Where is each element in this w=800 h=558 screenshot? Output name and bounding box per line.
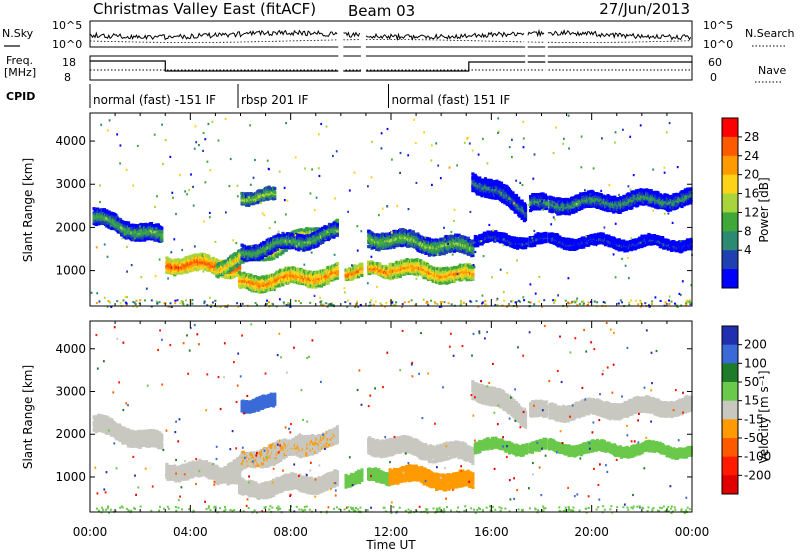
date-label: 27/Jun/2013 — [599, 0, 690, 18]
power-echo-cell — [336, 223, 339, 226]
nsky-trace — [90, 31, 691, 43]
nsearch-top-tick: 10^5 — [703, 19, 733, 32]
beam-label: Beam 03 — [348, 2, 415, 20]
cpid-segment-label: rbsp 201 IF — [241, 93, 308, 107]
cpid-segment-label: normal (fast) -151 IF — [93, 93, 216, 107]
nsky-top-tick: 10^5 — [52, 19, 82, 32]
power-echo-cell — [524, 214, 527, 217]
power-echo-cell — [336, 262, 339, 265]
freq-panel: Freq. [MHz] 18 8 60 0 Nave — [4, 22, 786, 84]
power-echo-cell — [360, 263, 363, 266]
cpid-strip: CPID normal (fast) -151 IF rbsp 201 IF nor… — [6, 84, 510, 108]
nsky-bottom-tick: 10^0 — [52, 38, 82, 51]
power-echo-cell — [273, 191, 276, 194]
power-echo-cell — [321, 241, 324, 244]
nsky-line — [90, 31, 691, 40]
power-echo-cell — [471, 251, 474, 254]
power-echoes — [91, 115, 693, 308]
power-echo-cell — [273, 187, 276, 190]
power-echo-cell — [160, 236, 163, 239]
power-echo-cell — [160, 227, 163, 230]
power-echo-cell — [517, 197, 520, 200]
nsearch-label: N.Search — [745, 27, 795, 40]
nave-top-tick: 60 — [708, 56, 722, 69]
freq-trace — [90, 22, 692, 79]
nsearch-line — [90, 40, 691, 43]
trace-gap — [361, 22, 366, 79]
nave-label: Nave — [758, 64, 786, 77]
power-echo-cell — [524, 218, 527, 221]
cpid-label: CPID — [6, 90, 35, 103]
power-echo-cell — [336, 233, 339, 236]
freq-top-tick: 18 — [62, 56, 76, 69]
trace-gap — [338, 22, 343, 79]
power-echo-cell — [336, 219, 339, 222]
power-echo-cell — [336, 267, 339, 270]
nave-bottom-tick: 0 — [710, 71, 717, 84]
freq-bottom-tick: 8 — [64, 71, 71, 84]
trace-gap — [545, 22, 548, 79]
nsky-panel: N.Sky 10^5 10^0 10^5 10^0 N.Search — [2, 19, 795, 51]
nsearch-bottom-tick: 10^0 — [703, 38, 733, 51]
plot-title: Christmas Valley East (fitACF) — [93, 0, 316, 18]
trace-gap — [525, 22, 528, 79]
power-echo-cell — [336, 270, 339, 273]
cpid-segment-label: normal (fast) 151 IF — [391, 93, 510, 107]
power-echo-cell — [524, 207, 527, 210]
power-echo-cell — [360, 274, 363, 277]
power-echo-cell — [524, 204, 527, 207]
freq-unit-label: [MHz] — [4, 66, 36, 79]
nsky-label: N.Sky — [2, 27, 34, 40]
power-echo-cell — [360, 270, 363, 273]
